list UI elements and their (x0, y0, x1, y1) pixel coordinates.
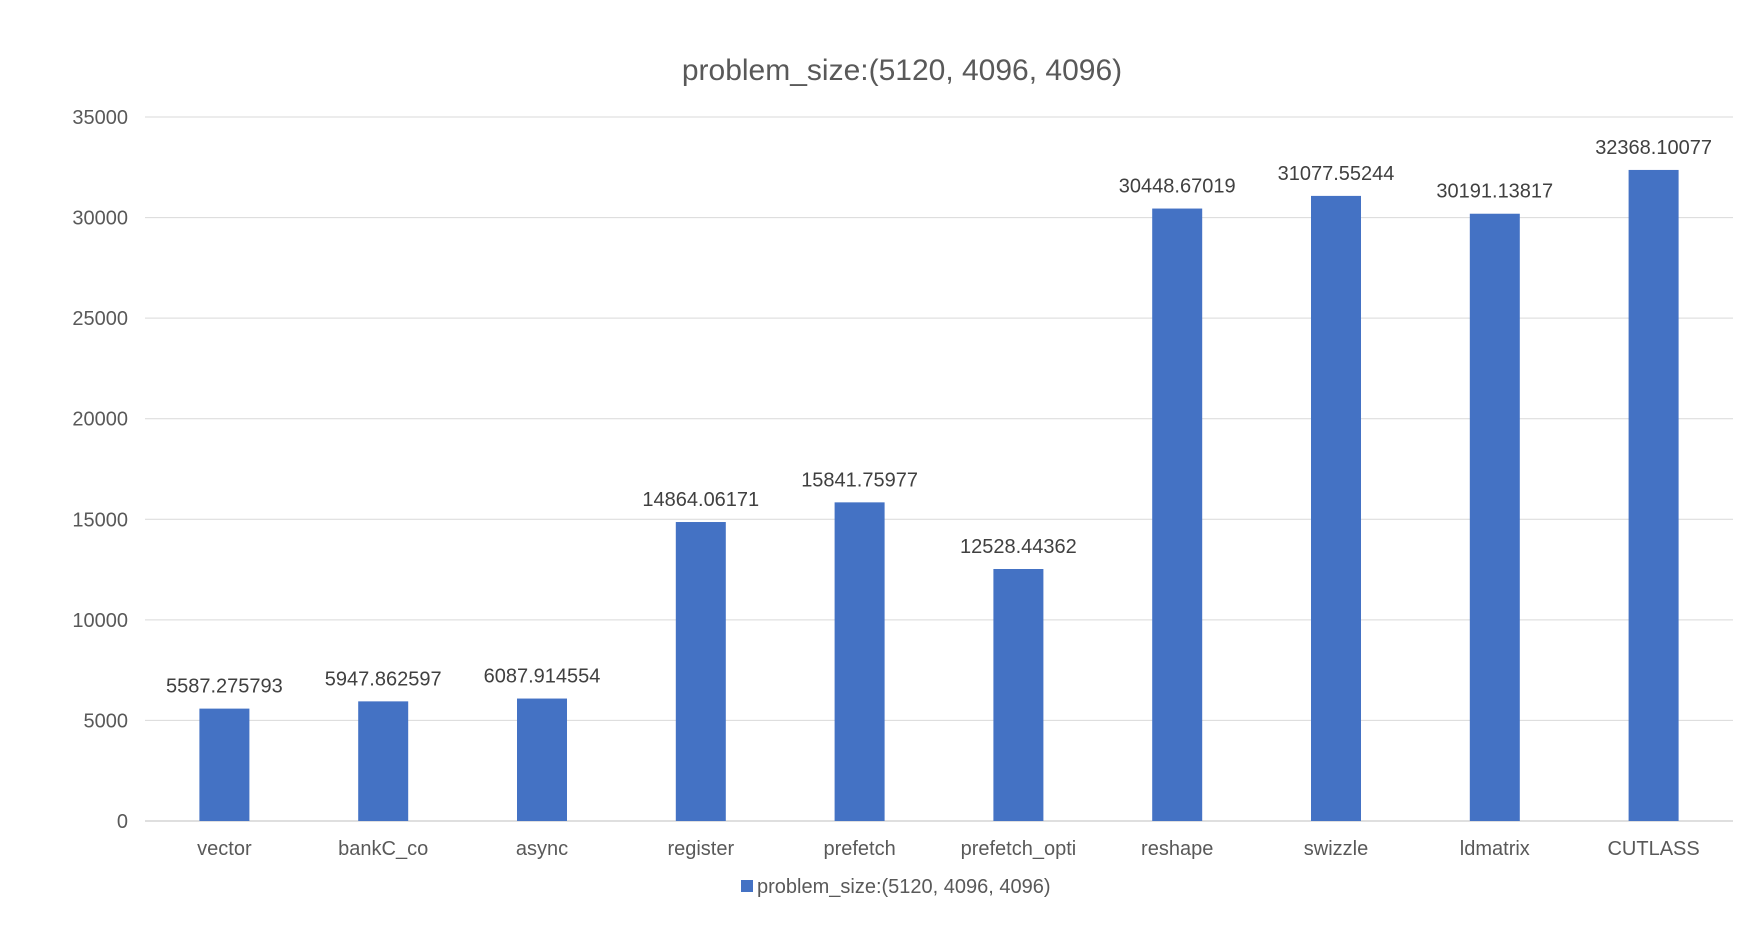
x-tick-label: reshape (1141, 838, 1213, 860)
bar-bankC_co (358, 701, 409, 821)
legend: problem_size:(5120, 4096, 4096) (741, 876, 1051, 898)
data-label: 5587.275793 (166, 676, 283, 698)
data-label: 31077.55244 (1278, 163, 1395, 185)
x-tick-label: bankC_co (338, 838, 428, 860)
y-tick-label: 15000 (72, 509, 128, 531)
y-tick-label: 20000 (72, 409, 128, 431)
bar-ldmatrix (1469, 213, 1520, 822)
y-axis-ticks: 0 5000 10000 15000 20000 25000 30000 35000 (72, 107, 128, 833)
legend-label: problem_size:(5120, 4096, 4096) (757, 876, 1051, 898)
bar-register (675, 522, 726, 821)
y-tick-label: 25000 (72, 308, 128, 330)
data-label: 30191.13817 (1436, 181, 1553, 203)
x-tick-label: async (516, 838, 568, 860)
bar-prefetch (834, 502, 885, 821)
data-label: 12528.44362 (960, 536, 1077, 558)
x-tick-label: vector (197, 838, 252, 860)
x-tick-label: CUTLASS (1607, 838, 1699, 860)
data-label: 15841.75977 (801, 469, 918, 491)
x-tick-label: prefetch (823, 838, 895, 860)
x-axis-ticks: vector bankC_co async register prefetch prefe… (197, 838, 1700, 860)
bar-swizzle (1311, 195, 1361, 822)
bar-prefetch_opti (993, 568, 1044, 821)
data-label: 14864.06171 (642, 489, 759, 511)
data-label: 5947.862597 (325, 668, 442, 690)
chart-title: problem_size:(5120, 4096, 4096) (682, 54, 1122, 87)
data-label: 32368.10077 (1595, 137, 1712, 159)
bars (199, 169, 1679, 822)
x-tick-label: prefetch_opti (961, 838, 1077, 860)
bar-async (517, 698, 567, 821)
y-tick-label: 30000 (72, 208, 128, 230)
gridlines (145, 116, 1733, 822)
x-tick-label: register (667, 838, 734, 860)
y-tick-label: 10000 (72, 610, 128, 632)
y-tick-label: 0 (117, 811, 128, 833)
x-tick-label: ldmatrix (1460, 838, 1530, 860)
data-label: 30448.67019 (1119, 176, 1236, 198)
bar-reshape (1152, 208, 1203, 821)
data-label: 6087.914554 (484, 666, 601, 688)
y-tick-label: 35000 (72, 107, 128, 129)
y-tick-label: 5000 (84, 710, 129, 732)
bar-CUTLASS (1628, 169, 1679, 821)
x-tick-label: swizzle (1304, 838, 1368, 860)
bar-vector (199, 708, 250, 821)
data-labels: 5587.275793 5947.862597 6087.914554 14864.0… (166, 137, 1712, 698)
legend-swatch (741, 880, 753, 892)
